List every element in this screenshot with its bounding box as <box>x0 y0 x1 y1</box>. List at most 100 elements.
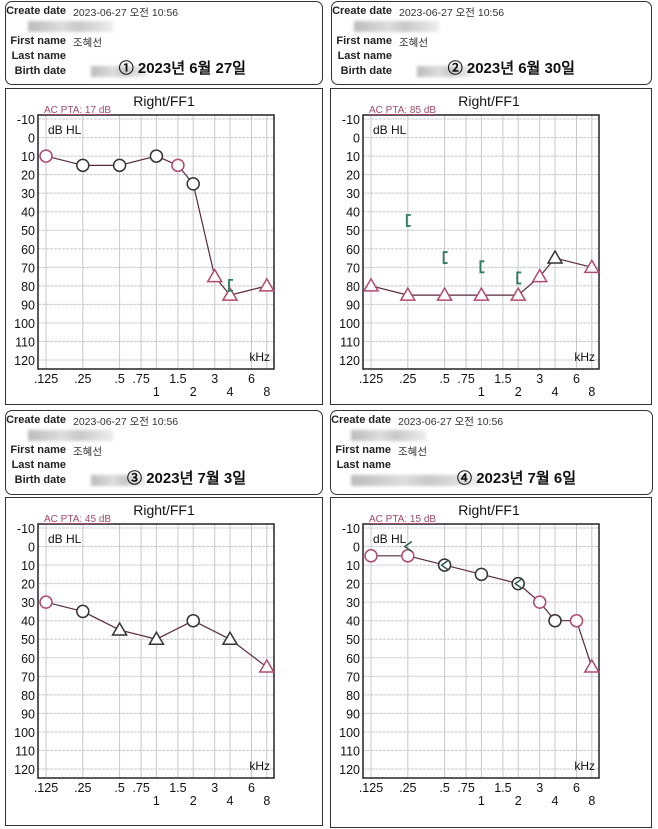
y-tick-label: 0 <box>353 132 360 146</box>
field-label: Birth date <box>340 65 392 77</box>
air-conduction-point <box>532 595 547 609</box>
field-first-name: First name 조혜선 <box>331 444 652 458</box>
x-tick-label: 3 <box>211 781 218 795</box>
x-tick-label: .75 <box>457 372 474 386</box>
field-label: Last name <box>336 459 391 471</box>
chart-title: Right/FF1 <box>133 93 195 109</box>
series-line-segment <box>192 183 216 277</box>
y-axis-unit: dB HL <box>373 532 407 546</box>
y-tick-label: 100 <box>339 317 360 331</box>
field-create-date: Create date 2023-06-27 오전 10:56 <box>6 5 322 19</box>
y-tick-label: 20 <box>346 578 360 592</box>
x-tick-label: 1.5 <box>494 372 511 386</box>
field-value: 조혜선 <box>398 446 427 458</box>
y-tick-label: 30 <box>346 187 360 201</box>
field-first-name: First name 조혜선 <box>6 35 322 49</box>
air-conduction-point <box>474 567 489 582</box>
air-conduction-point <box>39 595 53 609</box>
series-line-segment <box>119 629 157 640</box>
y-tick-label: -10 <box>17 522 35 536</box>
patient-panel-4: Create date 2023-06-27 오전 10:56 First name… <box>330 410 653 495</box>
field-label: First name <box>335 444 391 456</box>
x-tick-label: .5 <box>439 372 449 386</box>
air-conduction-masked-point <box>258 277 276 292</box>
air-conduction-masked-point <box>473 286 490 301</box>
air-conduction-point <box>511 576 525 591</box>
y-tick-label: 60 <box>346 243 360 257</box>
series-line-segment <box>82 610 120 631</box>
plot-area <box>362 114 600 370</box>
y-tick-label: 50 <box>21 224 35 238</box>
y-tick-label: 90 <box>346 298 360 312</box>
field-value: 2023-06-27 오전 10:56 <box>398 416 504 428</box>
x-tick-label: 1.5 <box>494 781 511 795</box>
y-tick-label: 110 <box>15 335 35 349</box>
field-last-name: Last name <box>332 50 651 64</box>
x-tick-label: 8 <box>588 794 595 808</box>
x-tick-label: 1 <box>153 794 160 808</box>
y-tick-label: 20 <box>21 578 35 592</box>
y-tick-label: 40 <box>346 615 360 629</box>
y-tick-label: 110 <box>340 744 360 758</box>
y-tick-label: 70 <box>21 670 35 684</box>
x-tick-label: 3 <box>211 372 218 386</box>
redacted-field <box>351 475 481 486</box>
x-tick-label: .125 <box>359 372 383 386</box>
field-birth-date: Birth date <box>332 65 651 79</box>
x-tick-label: .25 <box>74 372 91 386</box>
audiogram-1: Right/FF1 AC PTA: 17 dB dB HL kHz -10 0 10 20 30… <box>5 88 323 405</box>
field-create-date: Create date 2023-06-27 오전 10:56 <box>6 414 322 428</box>
air-conduction-masked-point <box>546 249 564 264</box>
x-tick-label: .25 <box>74 781 91 795</box>
air-conduction-masked-point <box>148 630 165 645</box>
x-axis-unit: kHz <box>574 350 595 364</box>
x-tick-label: 2 <box>190 794 197 808</box>
air-conduction-point <box>39 149 53 163</box>
x-tick-label: 8 <box>588 385 595 399</box>
air-conduction-point <box>548 613 562 628</box>
air-conduction-masked-point <box>221 286 239 301</box>
air-conduction-masked-point <box>111 621 128 636</box>
y-tick-label: 20 <box>346 169 360 183</box>
field-value: 2023-06-27 오전 10:56 <box>73 7 179 19</box>
y-tick-label: 10 <box>346 559 360 573</box>
audiogram-svg: Right/FF1 AC PTA: 15 dB dB HL kHz -10 0 10 20 30… <box>339 502 601 808</box>
x-tick-label: .125 <box>34 781 58 795</box>
x-tick-label: .5 <box>114 781 124 795</box>
y-axis-unit: dB HL <box>48 532 82 546</box>
field-value: 2023-06-27 오전 10:56 <box>73 416 179 428</box>
series-line-segment <box>192 620 231 640</box>
x-tick-label: 2 <box>515 794 522 808</box>
pta-annotation: AC PTA: 85 dB <box>369 105 436 116</box>
plot-area <box>37 523 275 779</box>
series-line-segment <box>229 285 267 296</box>
y-tick-label: 30 <box>346 596 360 610</box>
air-conduction-masked-point <box>258 658 276 673</box>
air-conduction-point <box>364 549 378 563</box>
air-conduction-point <box>76 158 90 173</box>
series-line-segment <box>575 620 593 668</box>
field-last-name: Last name <box>331 459 652 473</box>
air-conduction-point <box>569 613 584 628</box>
chart-title: Right/FF1 <box>458 93 520 109</box>
bone-conduction-masked-point <box>228 278 233 292</box>
field-value: 조혜선 <box>399 37 428 49</box>
field-label: Create date <box>6 414 66 426</box>
y-tick-label: 80 <box>346 280 360 294</box>
field-label: First name <box>10 444 66 456</box>
x-tick-label: .25 <box>399 781 416 795</box>
date-caption: ② 2023년 6월 30일 <box>447 60 575 77</box>
x-tick-label: 3 <box>536 781 543 795</box>
field-value: 2023-06-27 오전 10:56 <box>399 7 505 19</box>
date-caption: ③ 2023년 7월 3일 <box>127 470 246 487</box>
y-tick-label: 120 <box>14 763 35 777</box>
y-tick-label: -10 <box>342 113 360 127</box>
y-tick-label: 110 <box>15 744 35 758</box>
redacted-field <box>91 475 146 486</box>
x-tick-label: .5 <box>439 781 449 795</box>
bone-conduction-point <box>440 559 450 571</box>
y-tick-label: 40 <box>21 206 35 220</box>
x-tick-label: 1.5 <box>169 781 186 795</box>
field-last-name: Last name <box>6 459 322 473</box>
field-birth-date: Birth date <box>6 65 322 79</box>
